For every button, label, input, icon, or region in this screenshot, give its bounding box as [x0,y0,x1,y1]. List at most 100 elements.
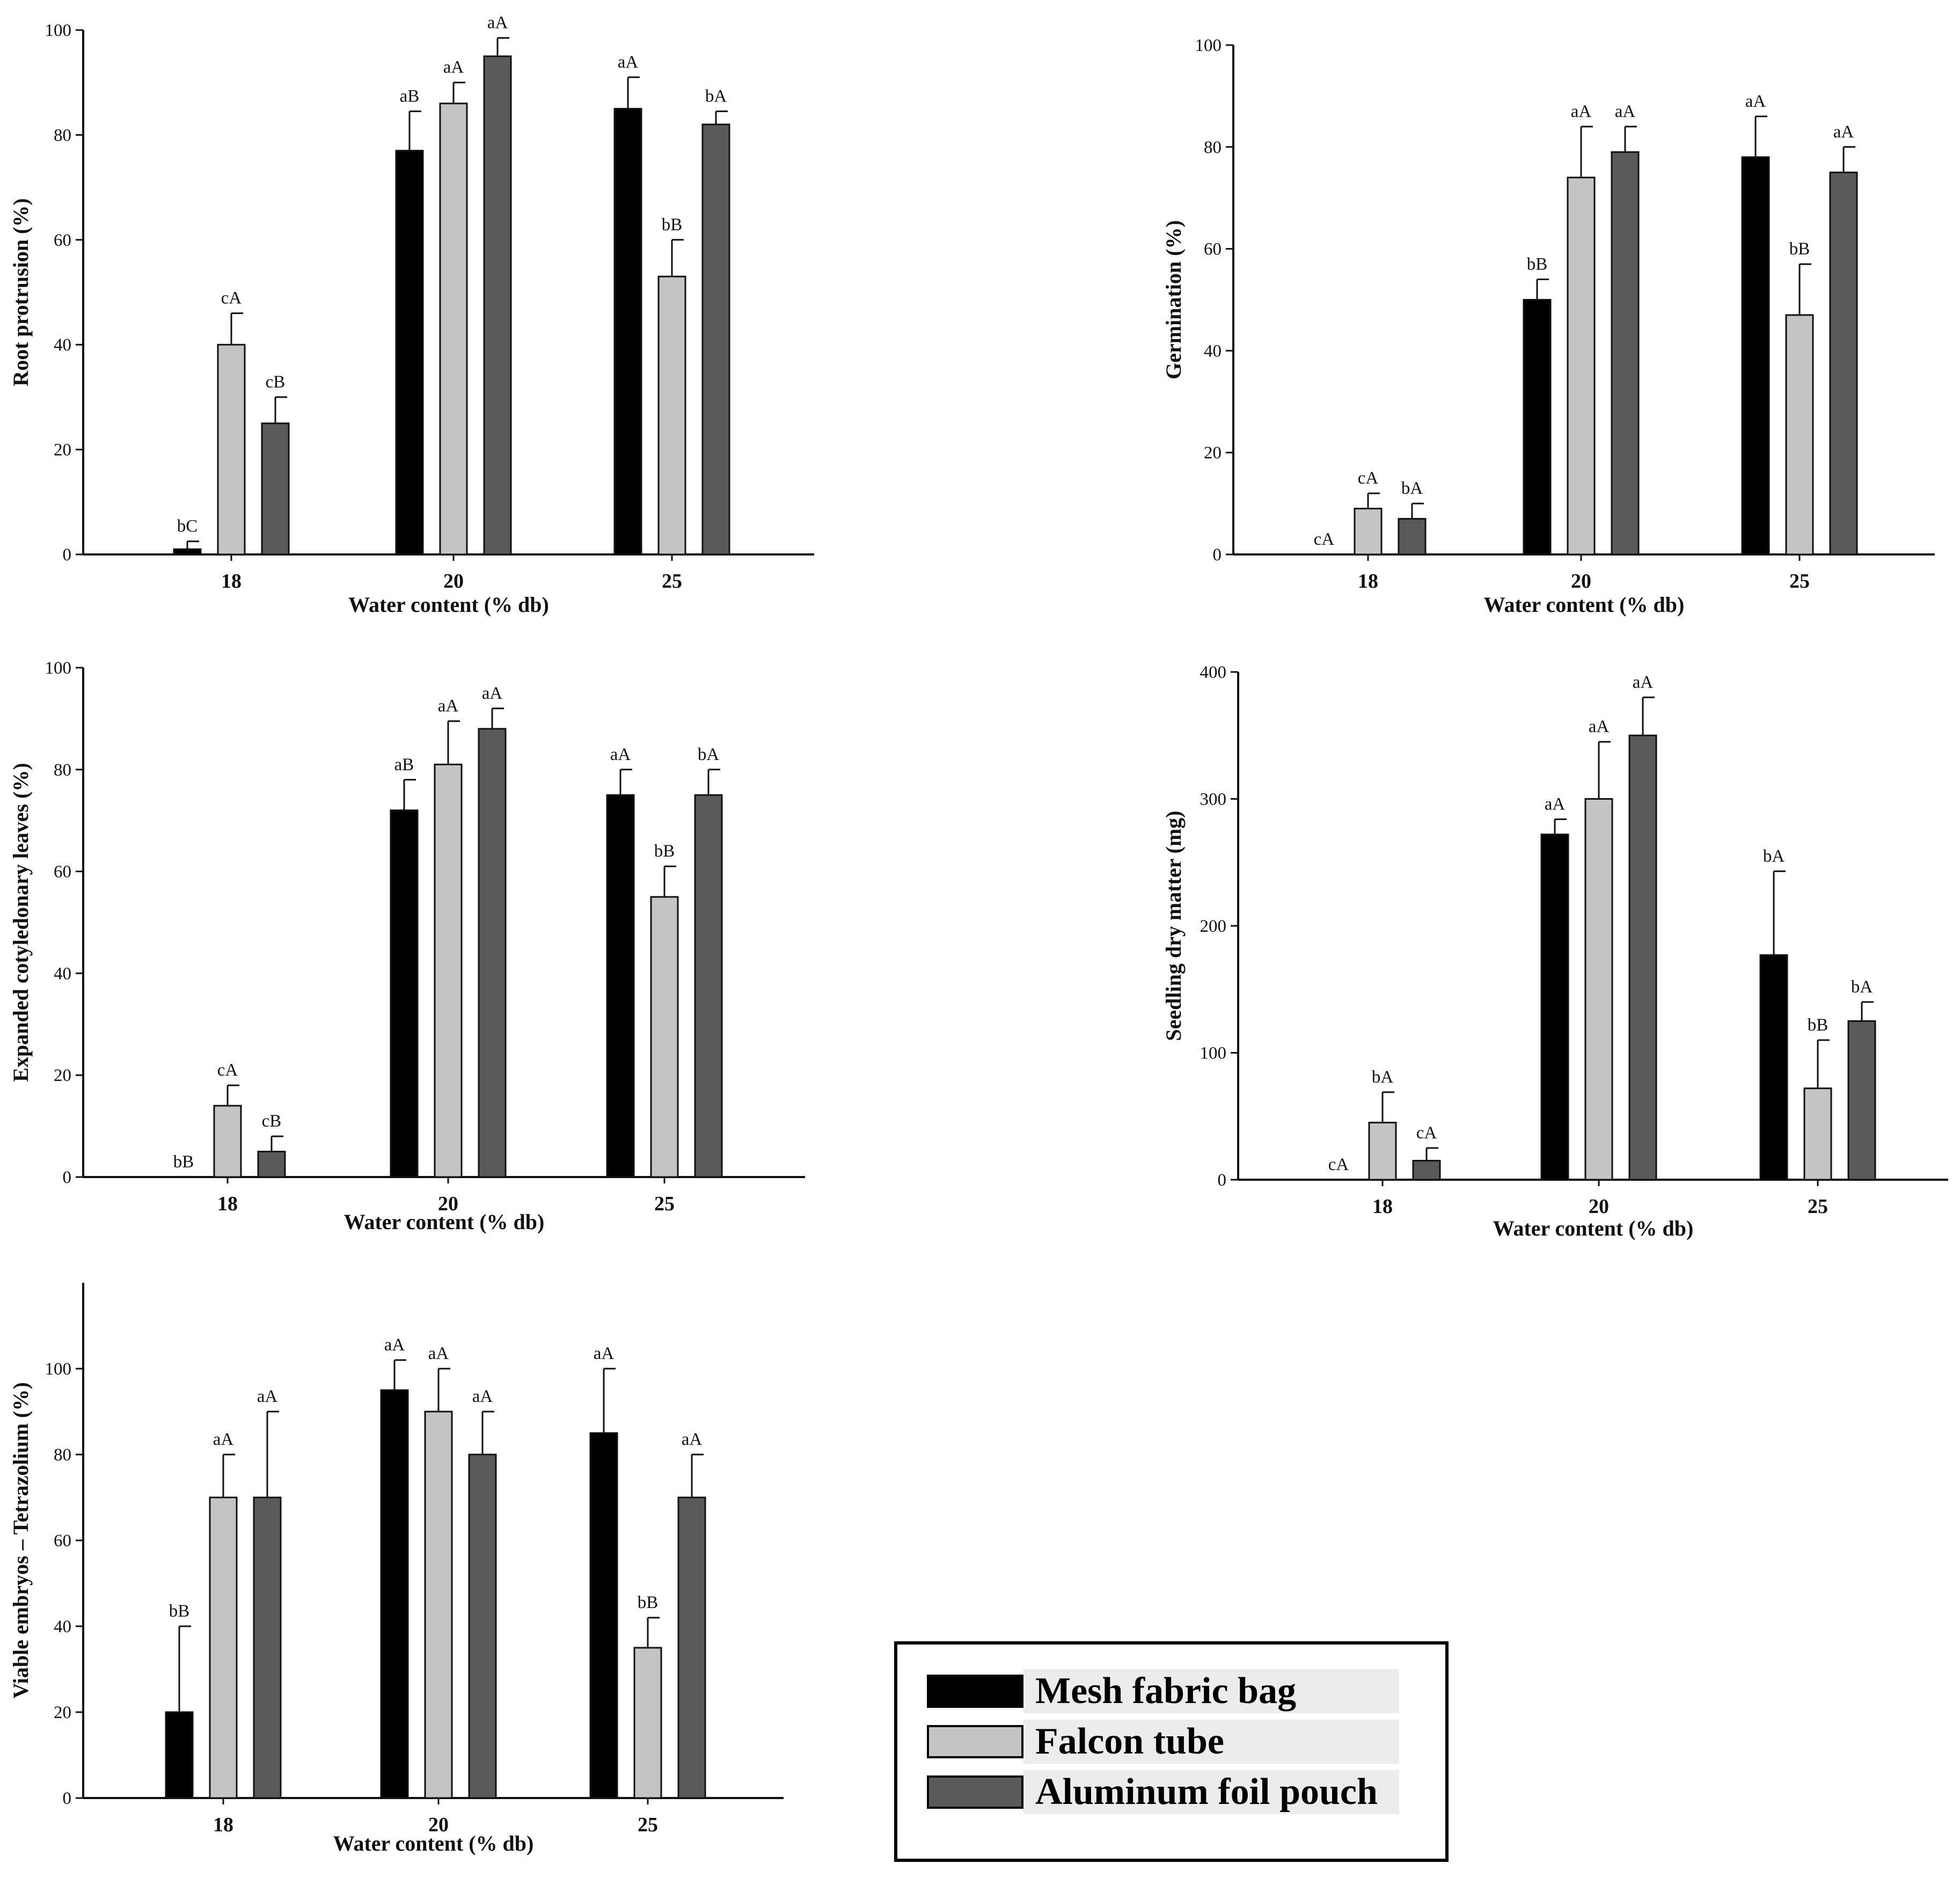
bar-aluminum [468,1453,497,1799]
significance-label: cA [1358,469,1379,488]
bar-aluminum [483,55,512,556]
significance-label: bA [1401,479,1423,498]
bar-falcon [657,275,686,556]
significance-label: aA [384,1335,405,1355]
y-tick-label: 0 [63,545,72,565]
bar-mesh [1523,299,1552,556]
bar-mesh [395,150,424,556]
bar-mesh [173,548,202,556]
bar-mesh [390,809,419,1178]
x-category-label: 25 [1789,570,1810,593]
significance-label: aA [618,53,639,72]
bar-aluminum [694,794,723,1178]
bar-mesh [589,1432,618,1799]
bar-aluminum [1628,734,1657,1181]
significance-label: aB [400,86,420,106]
bar-aluminum [1611,151,1640,556]
bar-mesh [165,1711,194,1799]
significance-label: cA [1416,1123,1437,1143]
x-category-label: 25 [638,1814,658,1836]
y-tick-label: 40 [1204,341,1222,361]
x-axis-title: Water content (% db) [348,593,549,617]
significance-label: cB [266,372,286,392]
y-axis-title: Germination (%) [1161,220,1186,379]
x-category-label: 18 [217,1193,238,1215]
significance-label: cB [262,1112,282,1131]
chart-panel-1: 0 20 40 60 80 100 18 20 25 Water content (% db) Ro… [9,13,814,617]
legend-swatch-mesh [927,1675,1023,1708]
significance-label: cA [1314,530,1335,549]
bar-aluminum [1847,1020,1876,1181]
legend-item-mesh: Mesh fabric bag [927,1669,1399,1713]
y-tick-label: 100 [45,659,72,678]
bar-falcon [1785,314,1814,556]
y-tick-label: 80 [54,1445,71,1465]
legend-label-aluminum: Aluminum foil pouch [1023,1770,1399,1814]
significance-label: bC [177,517,198,536]
significance-label: bA [698,745,720,764]
x-category-label: 25 [662,570,682,593]
significance-label: aA [257,1387,278,1406]
x-axis-title: Water content (% db) [333,1831,534,1855]
significance-label: bB [1808,1015,1829,1035]
bar-aluminum [478,728,507,1178]
significance-label: aA [682,1430,703,1449]
y-tick-label: 20 [1204,443,1222,463]
bar-mesh [1741,156,1770,556]
y-tick-label: 80 [1204,138,1222,157]
legend: Mesh fabric bag Falcon tube Aluminum foi… [894,1641,1449,1862]
bar-falcon [633,1647,662,1799]
y-tick-label: 60 [54,1531,71,1551]
y-axis-title: Viable embryos – Tetrazolium (%) [9,1382,33,1699]
y-tick-label: 100 [1195,36,1222,55]
y-tick-label: 100 [1200,1044,1227,1063]
bar-falcon [1368,1122,1397,1181]
significance-label: aA [472,1387,493,1406]
y-tick-label: 300 [1200,790,1227,809]
bar-falcon [434,763,463,1178]
bar-falcon [650,896,679,1178]
chart-panel-2: 0 20 40 60 80 100 18 20 25 Water content (% db) Ge… [1161,36,1935,617]
x-category-label: 25 [1808,1195,1828,1218]
y-tick-label: 60 [54,863,71,882]
chart-panel-4: 0 100 200 300 400 18 20 25 Water content (% db) S… [1161,663,1948,1240]
bar-falcon [424,1411,453,1799]
x-axis-title: Water content (% db) [344,1210,545,1234]
significance-label: aA [213,1430,234,1449]
bar-mesh [606,794,635,1178]
y-tick-label: 0 [63,1168,72,1187]
significance-label: aA [1745,92,1766,111]
significance-label: cA [1328,1155,1349,1174]
x-category-label: 20 [428,1814,449,1836]
x-category-label: 20 [443,570,464,593]
x-category-label: 18 [1358,570,1378,593]
significance-label: cA [221,289,242,308]
bar-mesh [613,108,642,556]
legend-item-falcon: Falcon tube [927,1720,1399,1764]
legend-label-falcon: Falcon tube [1023,1720,1399,1764]
y-tick-label: 80 [54,126,71,145]
x-axis-title: Water content (% db) [1484,593,1685,617]
y-tick-label: 0 [1213,545,1222,565]
significance-label: aA [1571,102,1592,121]
x-axis-title: Water content (% db) [1493,1216,1694,1240]
significance-label: aA [482,684,503,703]
bar-mesh [380,1389,409,1799]
significance-label: bB [638,1593,659,1612]
y-tick-label: 200 [1200,917,1227,936]
y-tick-label: 0 [63,1789,72,1808]
y-axis-title: Seedling dry matter (mg) [1161,810,1186,1041]
y-tick-label: 100 [45,1360,72,1379]
significance-label: bB [169,1602,190,1621]
x-category-label: 25 [654,1193,675,1215]
y-tick-label: 60 [54,231,71,250]
y-tick-label: 400 [1200,663,1227,682]
legend-swatch-aluminum [927,1775,1023,1809]
bar-aluminum [1829,171,1858,556]
significance-label: aA [1833,122,1854,142]
chart-panel-5: 0 20 40 60 80 100 18 20 25 Water content (% db) Vi… [9,1283,784,1855]
y-axis-title: Root protrusion (%) [9,198,33,386]
significance-label: aA [438,697,459,716]
y-axis-title: Expanded cotyledonary leaves (%) [9,763,33,1082]
